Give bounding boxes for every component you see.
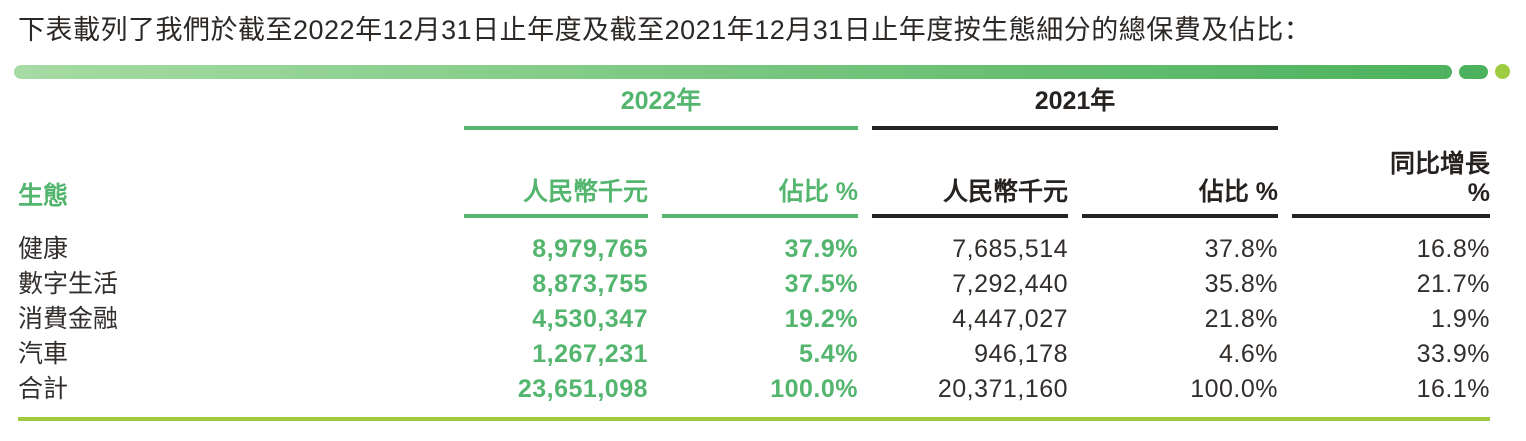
yoy-growth-total: 16.1% bbox=[1416, 375, 1490, 403]
col-header-yoy-growth: 同比增長 % bbox=[1292, 130, 1490, 218]
share-2022-total: 100.0% bbox=[770, 375, 858, 403]
amount-2022: 8,873,755 bbox=[532, 270, 648, 298]
section-divider bbox=[14, 64, 1510, 79]
share-2021: 35.8% bbox=[1204, 270, 1278, 298]
col-header-share-2022: 佔比 % bbox=[662, 130, 858, 218]
amount-2022-total: 23,651,098 bbox=[517, 375, 648, 403]
col-header-share-2021: 佔比 % bbox=[1082, 130, 1278, 218]
year-header-2021: 2021年 bbox=[872, 86, 1278, 130]
col-header-amount-2022: 人民幣千元 bbox=[464, 130, 648, 218]
divider-dot bbox=[1495, 64, 1510, 79]
amount-2021: 7,685,514 bbox=[952, 235, 1068, 263]
header-body-spacer bbox=[18, 218, 1490, 232]
intro-paragraph: 下表載列了我們於截至2022年12月31日止年度及截至2021年12月31日止年… bbox=[18, 15, 1312, 45]
yoy-growth: 1.9% bbox=[1431, 305, 1490, 333]
divider-gradient-bar bbox=[14, 64, 1452, 79]
row-label: 健康 bbox=[18, 235, 69, 263]
share-2022: 37.9% bbox=[784, 235, 858, 263]
amount-2021: 946,178 bbox=[974, 340, 1068, 368]
divider-pill bbox=[1459, 64, 1488, 79]
share-2022: 19.2% bbox=[784, 305, 858, 333]
table-bottom-rule bbox=[18, 417, 1490, 421]
amount-2021: 4,447,027 bbox=[952, 305, 1068, 333]
amount-2022: 1,267,231 bbox=[532, 340, 648, 368]
year-header-2022: 2022年 bbox=[464, 86, 858, 130]
col-header-ecosystem: 生態 bbox=[18, 182, 69, 210]
amount-2022: 4,530,347 bbox=[532, 305, 648, 333]
yoy-growth: 33.9% bbox=[1416, 340, 1490, 368]
row-label: 數字生活 bbox=[18, 270, 119, 298]
premium-breakdown-table: 2022年 2021年 生態 人民幣千元 佔比 % 人民幣千元 佔比 % 同比增… bbox=[18, 86, 1490, 421]
amount-2022: 8,979,765 bbox=[532, 235, 648, 263]
row-label: 汽車 bbox=[18, 340, 69, 368]
yoy-growth: 21.7% bbox=[1416, 270, 1490, 298]
amount-2021-total: 20,371,160 bbox=[937, 375, 1068, 403]
share-2021: 4.6% bbox=[1219, 340, 1278, 368]
share-2021-total: 100.0% bbox=[1190, 375, 1278, 403]
col-header-amount-2021: 人民幣千元 bbox=[872, 130, 1068, 218]
amount-2021: 7,292,440 bbox=[952, 270, 1068, 298]
row-label: 消費金融 bbox=[18, 305, 119, 333]
yoy-growth: 16.8% bbox=[1416, 235, 1490, 263]
share-2021: 37.8% bbox=[1204, 235, 1278, 263]
yoy-growth-unit: % bbox=[1467, 179, 1490, 207]
share-2021: 21.8% bbox=[1204, 305, 1278, 333]
row-label-total: 合計 bbox=[18, 375, 69, 403]
share-2022: 5.4% bbox=[799, 340, 858, 368]
share-2022: 37.5% bbox=[784, 270, 858, 298]
yoy-growth-label: 同比增長 bbox=[1389, 150, 1490, 178]
